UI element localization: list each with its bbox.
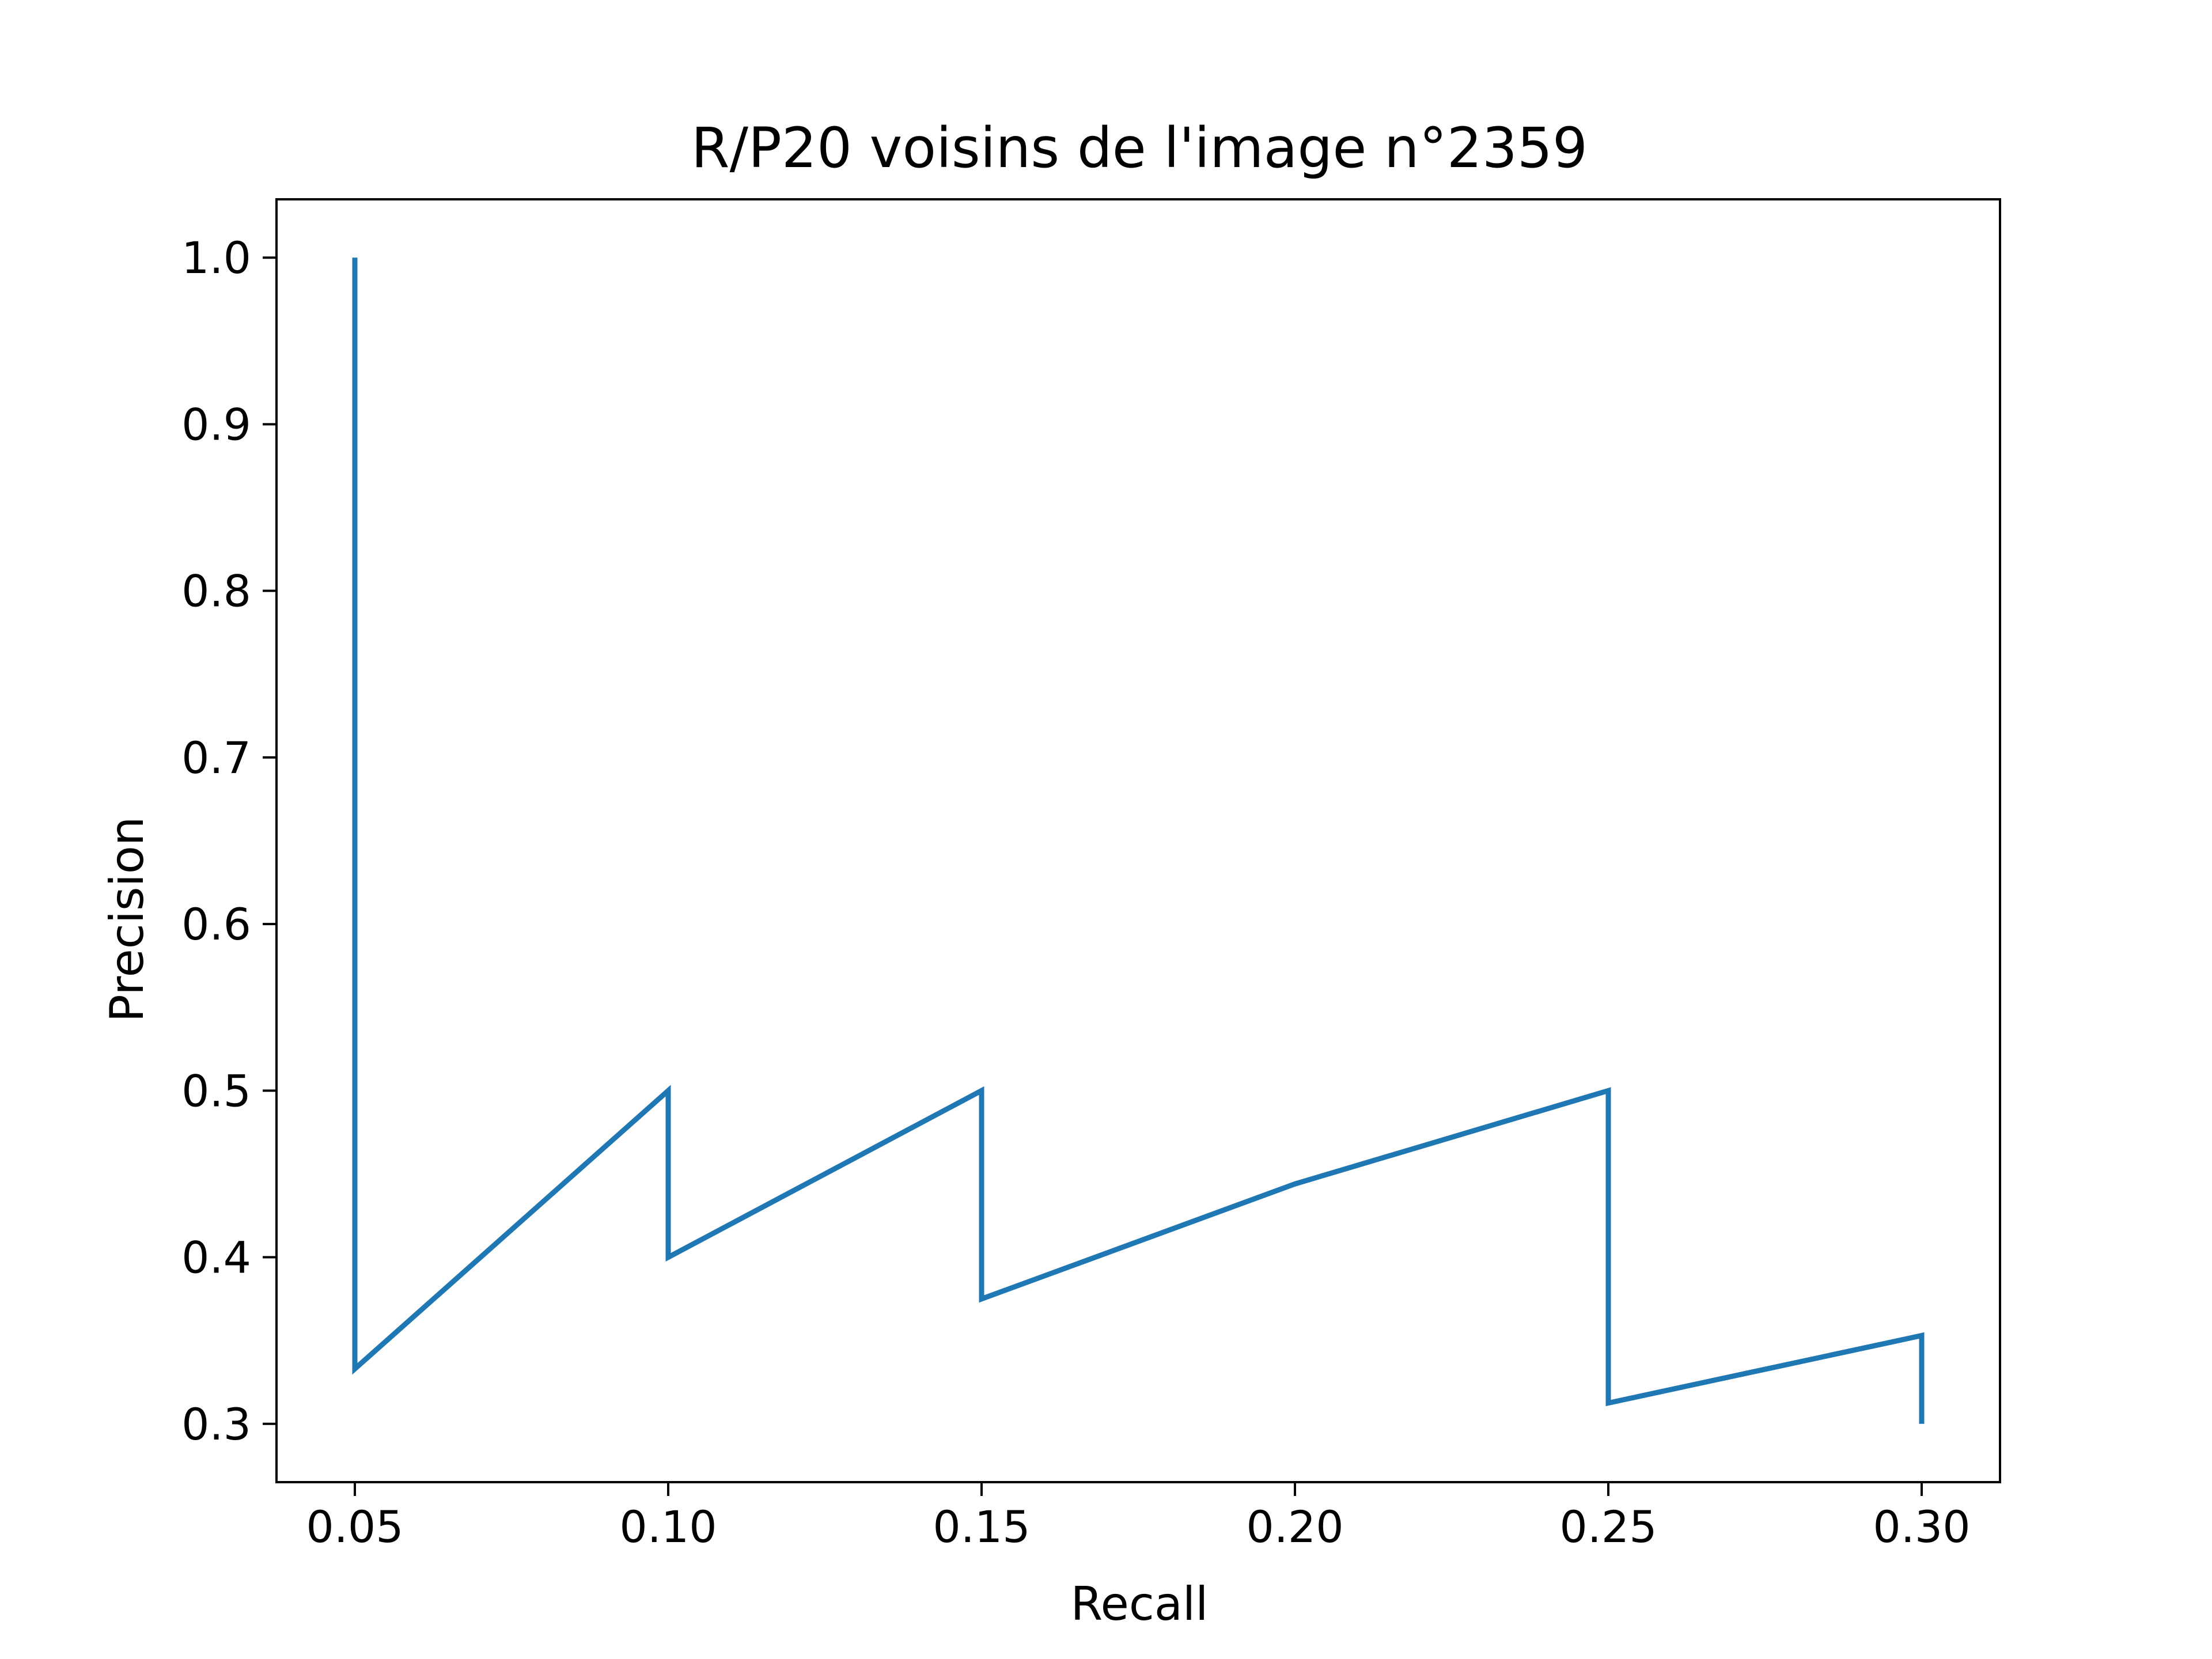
x-tick-label: 0.10 — [619, 1501, 717, 1552]
y-tick-label: 1.0 — [181, 232, 251, 283]
x-tick-label: 0.20 — [1246, 1501, 1343, 1552]
y-axis-label: Precision — [100, 817, 154, 1022]
x-axis-label: Recall — [1071, 1577, 1209, 1631]
chart-title: R/P20 voisins de l'image n°2359 — [691, 116, 1588, 180]
y-tick-label: 0.3 — [181, 1399, 251, 1450]
x-tick-label: 0.05 — [306, 1501, 403, 1552]
series-line-0 — [352, 257, 1925, 1424]
axes-frame — [275, 198, 2001, 1483]
y-tick-label: 0.8 — [181, 566, 251, 617]
x-tick-label: 0.30 — [1873, 1501, 1970, 1552]
y-tick-label: 0.7 — [181, 732, 251, 783]
y-tick-label: 0.5 — [181, 1065, 251, 1116]
y-tick-label: 0.9 — [181, 399, 251, 450]
y-tick-label: 0.4 — [181, 1232, 251, 1283]
x-tick-label: 0.25 — [1559, 1501, 1657, 1552]
plot-area: 0.05 0.10 0.15 0.20 0.25 0.30 0.3 0.4 0.5 0.6 0.7 0… — [181, 198, 2001, 1552]
y-tick-label: 0.6 — [181, 899, 251, 950]
x-tick-label: 0.15 — [933, 1501, 1030, 1552]
